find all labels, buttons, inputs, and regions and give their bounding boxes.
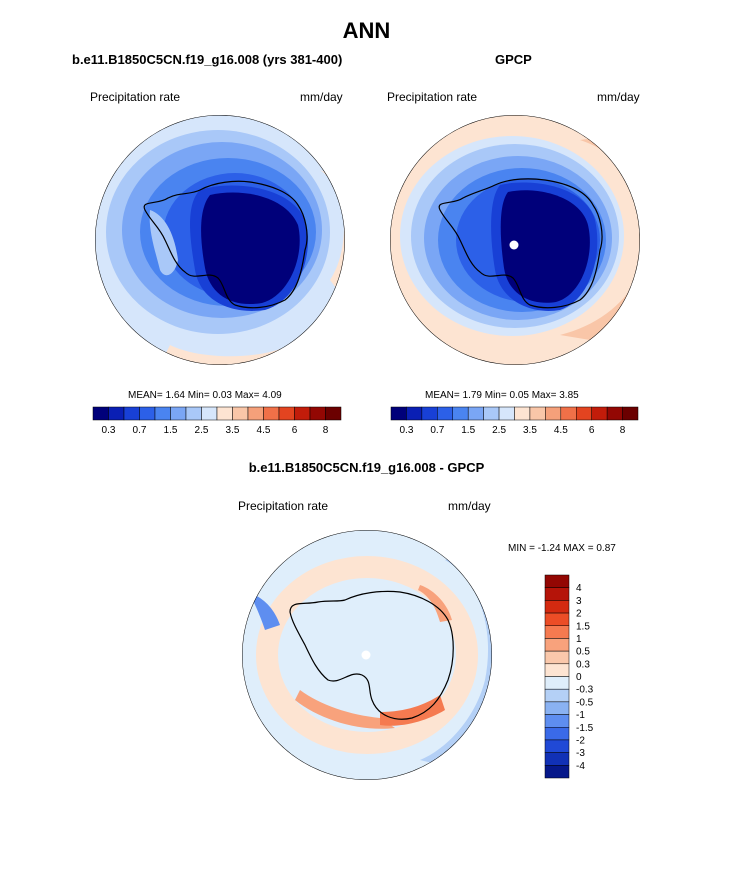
colorbar-model-swatch: [263, 406, 280, 421]
colorbar-model-swatch: [216, 406, 233, 421]
panel-obs-map: [390, 115, 640, 365]
colorbar-model-swatch: [154, 406, 171, 421]
colorbar-obs: 0.3 0.7 1.5 2.5 3.5 4.5 6 8: [390, 406, 639, 436]
colorbar-obs-swatch: [406, 406, 423, 421]
panel-obs-title: GPCP: [495, 52, 532, 67]
colorbar-obs-swatch: [483, 406, 500, 421]
colorbar-diff-swatch: [544, 688, 570, 703]
colorbar-diff: 4 3 21.5 1 0.50.3 0 -0.3-0.5 -1 -1.5-2 -3 -4: [544, 574, 594, 779]
panel-obs-variable: Precipitation rate: [387, 90, 478, 104]
colorbar-diff-swatch: [544, 663, 570, 677]
colorbar-diff-label: -0.5: [576, 697, 594, 708]
colorbar-obs-tick-label: 1.5: [461, 425, 475, 436]
panel-obs-stats: MEAN= 1.79 Min= 0.05 Max= 3.85: [425, 390, 579, 401]
colorbar-diff-label: 0.3: [576, 659, 590, 670]
colorbar-diff-label: 0.5: [576, 647, 590, 658]
colorbar-diff-swatch: [544, 625, 570, 639]
colorbar-model-tick-label: 0.7: [133, 425, 147, 436]
colorbar-obs-swatch: [421, 406, 438, 421]
colorbar-model-swatch: [309, 406, 326, 421]
colorbar-obs-swatch: [545, 406, 562, 421]
colorbar-diff-swatch: [544, 714, 570, 728]
colorbar-obs-swatch: [437, 406, 453, 421]
colorbar-obs-tick-label: 6: [589, 425, 595, 436]
colorbar-diff-label: 1.5: [576, 621, 590, 632]
colorbar-obs-swatch: [390, 406, 407, 421]
colorbar-diff-swatch: [544, 650, 570, 665]
colorbar-obs-swatch: [591, 406, 608, 421]
colorbar-diff-swatch: [544, 727, 570, 741]
colorbar-model-swatch: [108, 406, 125, 421]
colorbar-model-swatch: [92, 406, 109, 421]
panel-model-stats: MEAN= 1.64 Min= 0.03 Max= 4.09: [128, 390, 282, 401]
colorbar-diff-swatch: [544, 587, 570, 601]
colorbar-diff-swatch: [544, 752, 570, 766]
colorbar-diff-swatch: [544, 676, 570, 690]
colorbar-model-tick-label: 4.5: [257, 425, 271, 436]
colorbar-obs-swatch: [498, 406, 515, 421]
panel-model-units: mm/day: [300, 90, 343, 104]
colorbar-diff-swatch: [544, 701, 570, 715]
colorbar-obs-swatch: [514, 406, 531, 421]
panel-diff-stats: MIN = -1.24 MAX = 0.87: [508, 543, 616, 554]
colorbar-diff-label: -1.5: [576, 723, 594, 734]
colorbar-diff-swatch: [544, 600, 570, 614]
colorbar-diff-label: 1: [576, 634, 582, 645]
main-title: ANN: [342, 18, 391, 43]
panel-diff-variable: Precipitation rate: [238, 499, 329, 513]
colorbar-model-swatch: [201, 406, 218, 421]
colorbar-model-swatch: [294, 406, 311, 421]
colorbar-diff-label: -2: [576, 735, 585, 746]
panel-diff-map: [242, 530, 492, 780]
colorbar-model-tick-label: 2.5: [195, 425, 209, 436]
colorbar-diff-label: 3: [576, 596, 582, 607]
colorbar-diff-swatch: [544, 638, 570, 652]
panel-obs-units: mm/day: [597, 90, 640, 104]
colorbar-diff-label: 2: [576, 609, 582, 620]
colorbar-obs-swatch: [467, 406, 484, 421]
colorbar-obs-swatch: [560, 406, 577, 421]
colorbar-diff-swatch: [544, 574, 570, 588]
colorbar-diff-label: -4: [576, 761, 585, 772]
colorbar-model: 0.3 0.7 1.5 2.5 3.5 4.5 6 8: [92, 406, 342, 436]
colorbar-model-swatch: [278, 406, 295, 421]
colorbar-diff-swatch: [544, 765, 570, 779]
colorbar-diff-label: -0.3: [576, 685, 594, 696]
colorbar-obs-tick-label: 4.5: [554, 425, 568, 436]
colorbar-model-swatch: [232, 406, 249, 421]
colorbar-model-swatch: [185, 406, 202, 421]
colorbar-model-tick-label: 3.5: [226, 425, 240, 436]
colorbar-model-swatch: [247, 406, 264, 421]
colorbar-diff-swatch: [544, 612, 570, 626]
panel-model-map: [95, 115, 345, 365]
colorbar-model-swatch: [170, 406, 187, 421]
colorbar-obs-swatch: [576, 406, 592, 421]
colorbar-model-swatch: [139, 406, 156, 421]
colorbar-obs-swatch: [529, 406, 546, 421]
panel-model-title: b.e11.B1850C5CN.f19_g16.008 (yrs 381-400…: [72, 52, 343, 67]
colorbar-diff-label: 4: [576, 583, 582, 594]
colorbar-obs-tick-label: 0.3: [399, 425, 413, 436]
colorbar-obs-swatch: [606, 406, 623, 421]
colorbar-model-swatch: [325, 406, 342, 421]
colorbar-diff-swatch: [544, 739, 570, 753]
panel-diff-title: b.e11.B1850C5CN.f19_g16.008 - GPCP: [248, 460, 485, 475]
colorbar-obs-swatch: [622, 406, 639, 421]
colorbar-model-tick-label: 1.5: [164, 425, 178, 436]
panel-model-variable: Precipitation rate: [90, 90, 181, 104]
colorbar-model-swatch: [123, 406, 140, 421]
colorbar-obs-tick-label: 2.5: [492, 425, 506, 436]
colorbar-model-tick-label: 8: [323, 425, 329, 436]
colorbar-diff-label: -1: [576, 710, 585, 721]
colorbar-model-tick-label: 0.3: [102, 425, 116, 436]
colorbar-model-tick-label: 6: [292, 425, 298, 436]
colorbar-diff-label: 0: [576, 672, 582, 683]
colorbar-diff-label: -3: [576, 748, 585, 759]
colorbar-obs-tick-label: 3.5: [523, 425, 537, 436]
colorbar-obs-tick-label: 0.7: [430, 425, 444, 436]
colorbar-obs-tick-label: 8: [620, 425, 626, 436]
panel-diff-units: mm/day: [448, 499, 491, 513]
colorbar-obs-swatch: [452, 406, 469, 421]
